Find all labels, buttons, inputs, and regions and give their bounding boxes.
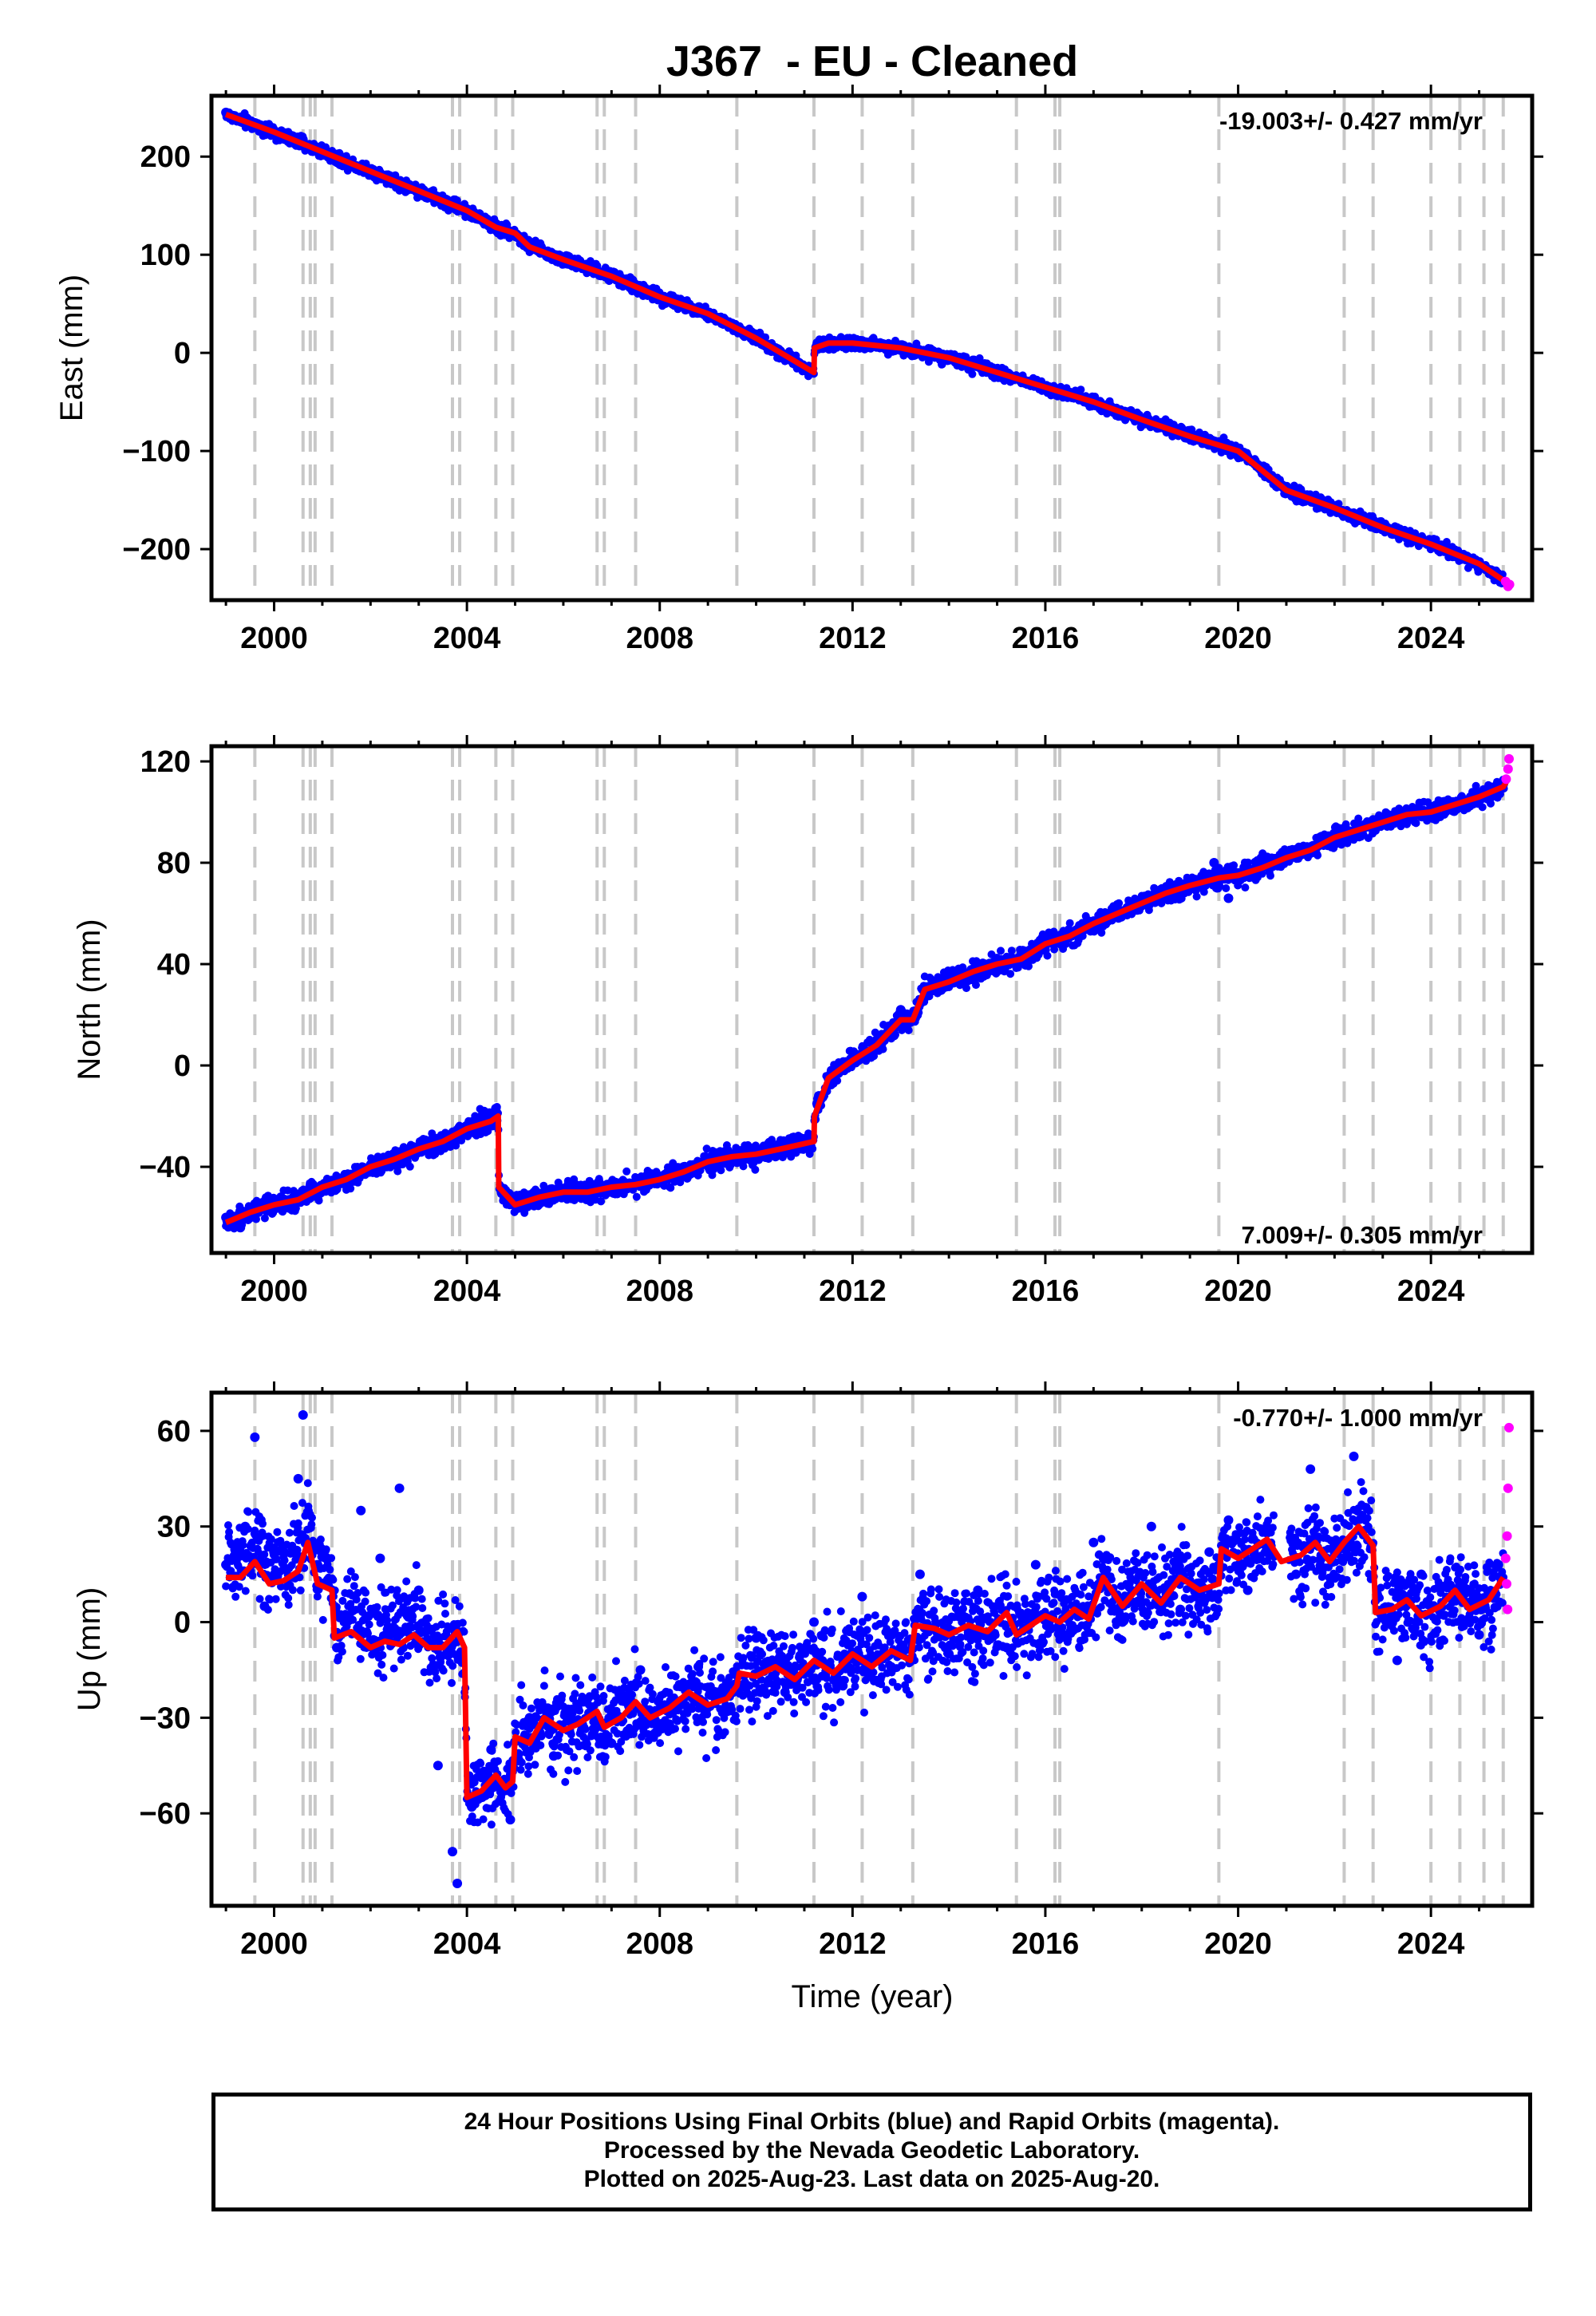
final-point bbox=[405, 1162, 414, 1171]
x-tick-label: 2012 bbox=[819, 622, 887, 655]
final-point bbox=[1043, 951, 1052, 960]
y-tick-label: 200 bbox=[140, 140, 191, 174]
panels: 2000 2004 2008 2012 2016 2020 2024 −200 −100 0 100… bbox=[54, 85, 1543, 1961]
x-tick-label: 2008 bbox=[626, 622, 693, 655]
final-point bbox=[904, 1026, 913, 1034]
y-tick-label: −100 bbox=[122, 435, 191, 468]
final-point bbox=[283, 1186, 292, 1195]
x-tick-label: 2004 bbox=[433, 622, 501, 655]
rapid-point bbox=[1504, 579, 1515, 590]
x-axis-label: Time (year) bbox=[792, 1979, 954, 2014]
rapid-orbit-points bbox=[1500, 576, 1515, 591]
final-point bbox=[291, 1204, 300, 1213]
final-point bbox=[252, 1215, 260, 1223]
final-point bbox=[751, 1165, 760, 1174]
figure-title: J367 - EU - Cleaned bbox=[666, 38, 1078, 85]
final-point bbox=[1115, 899, 1124, 907]
plot-frame bbox=[209, 93, 1535, 603]
final-point bbox=[666, 1184, 675, 1192]
x-tick-label: 2000 bbox=[240, 622, 308, 655]
final-point bbox=[717, 1166, 725, 1175]
final-point bbox=[1442, 538, 1451, 546]
final-point bbox=[464, 1132, 472, 1140]
y-tick-label: 100 bbox=[140, 239, 191, 272]
panel-north: 2000 2004 2008 2012 2016 2020 2024−4004080120N… bbox=[72, 735, 1543, 1308]
final-point bbox=[1097, 928, 1106, 937]
event-lines bbox=[253, 746, 1505, 1253]
final-point bbox=[1006, 970, 1015, 978]
final-orbit-points bbox=[221, 776, 1508, 1233]
final-point bbox=[314, 1196, 323, 1205]
final-point bbox=[622, 1167, 631, 1176]
final-point bbox=[768, 1136, 776, 1144]
final-point bbox=[260, 1214, 269, 1223]
y-axis-label: East (mm) bbox=[54, 275, 89, 421]
final-point bbox=[597, 1197, 606, 1206]
final-point bbox=[968, 370, 977, 378]
final-point bbox=[1065, 919, 1074, 927]
final-point bbox=[879, 1045, 887, 1053]
final-point bbox=[972, 981, 980, 990]
final-point bbox=[833, 1077, 842, 1085]
final-point bbox=[1025, 962, 1033, 970]
final-point bbox=[613, 1190, 622, 1199]
panel-east: 2000 2004 2008 2012 2016 2020 2024 −200 −100 0 100… bbox=[54, 85, 1543, 655]
final-point bbox=[962, 984, 970, 993]
x-tick-label: 2016 bbox=[1012, 622, 1080, 655]
model-line bbox=[224, 112, 1510, 586]
x-tick-label: 2024 bbox=[1397, 622, 1465, 655]
velocity-label: -19.003+/- 0.427 mm/yr bbox=[1219, 107, 1483, 135]
final-point bbox=[1077, 385, 1085, 394]
final-point bbox=[997, 947, 1005, 955]
final-point bbox=[1007, 947, 1016, 955]
final-point bbox=[891, 1030, 899, 1039]
final-point bbox=[702, 1144, 711, 1153]
final-orbit-points bbox=[221, 107, 1508, 588]
final-point bbox=[346, 1184, 355, 1193]
final-point bbox=[808, 1144, 817, 1153]
x-tick-label: 2020 bbox=[1204, 622, 1272, 655]
y-tick-label: 0 bbox=[174, 337, 191, 370]
y-tick-label: −200 bbox=[122, 533, 191, 567]
final-point bbox=[632, 1192, 641, 1201]
